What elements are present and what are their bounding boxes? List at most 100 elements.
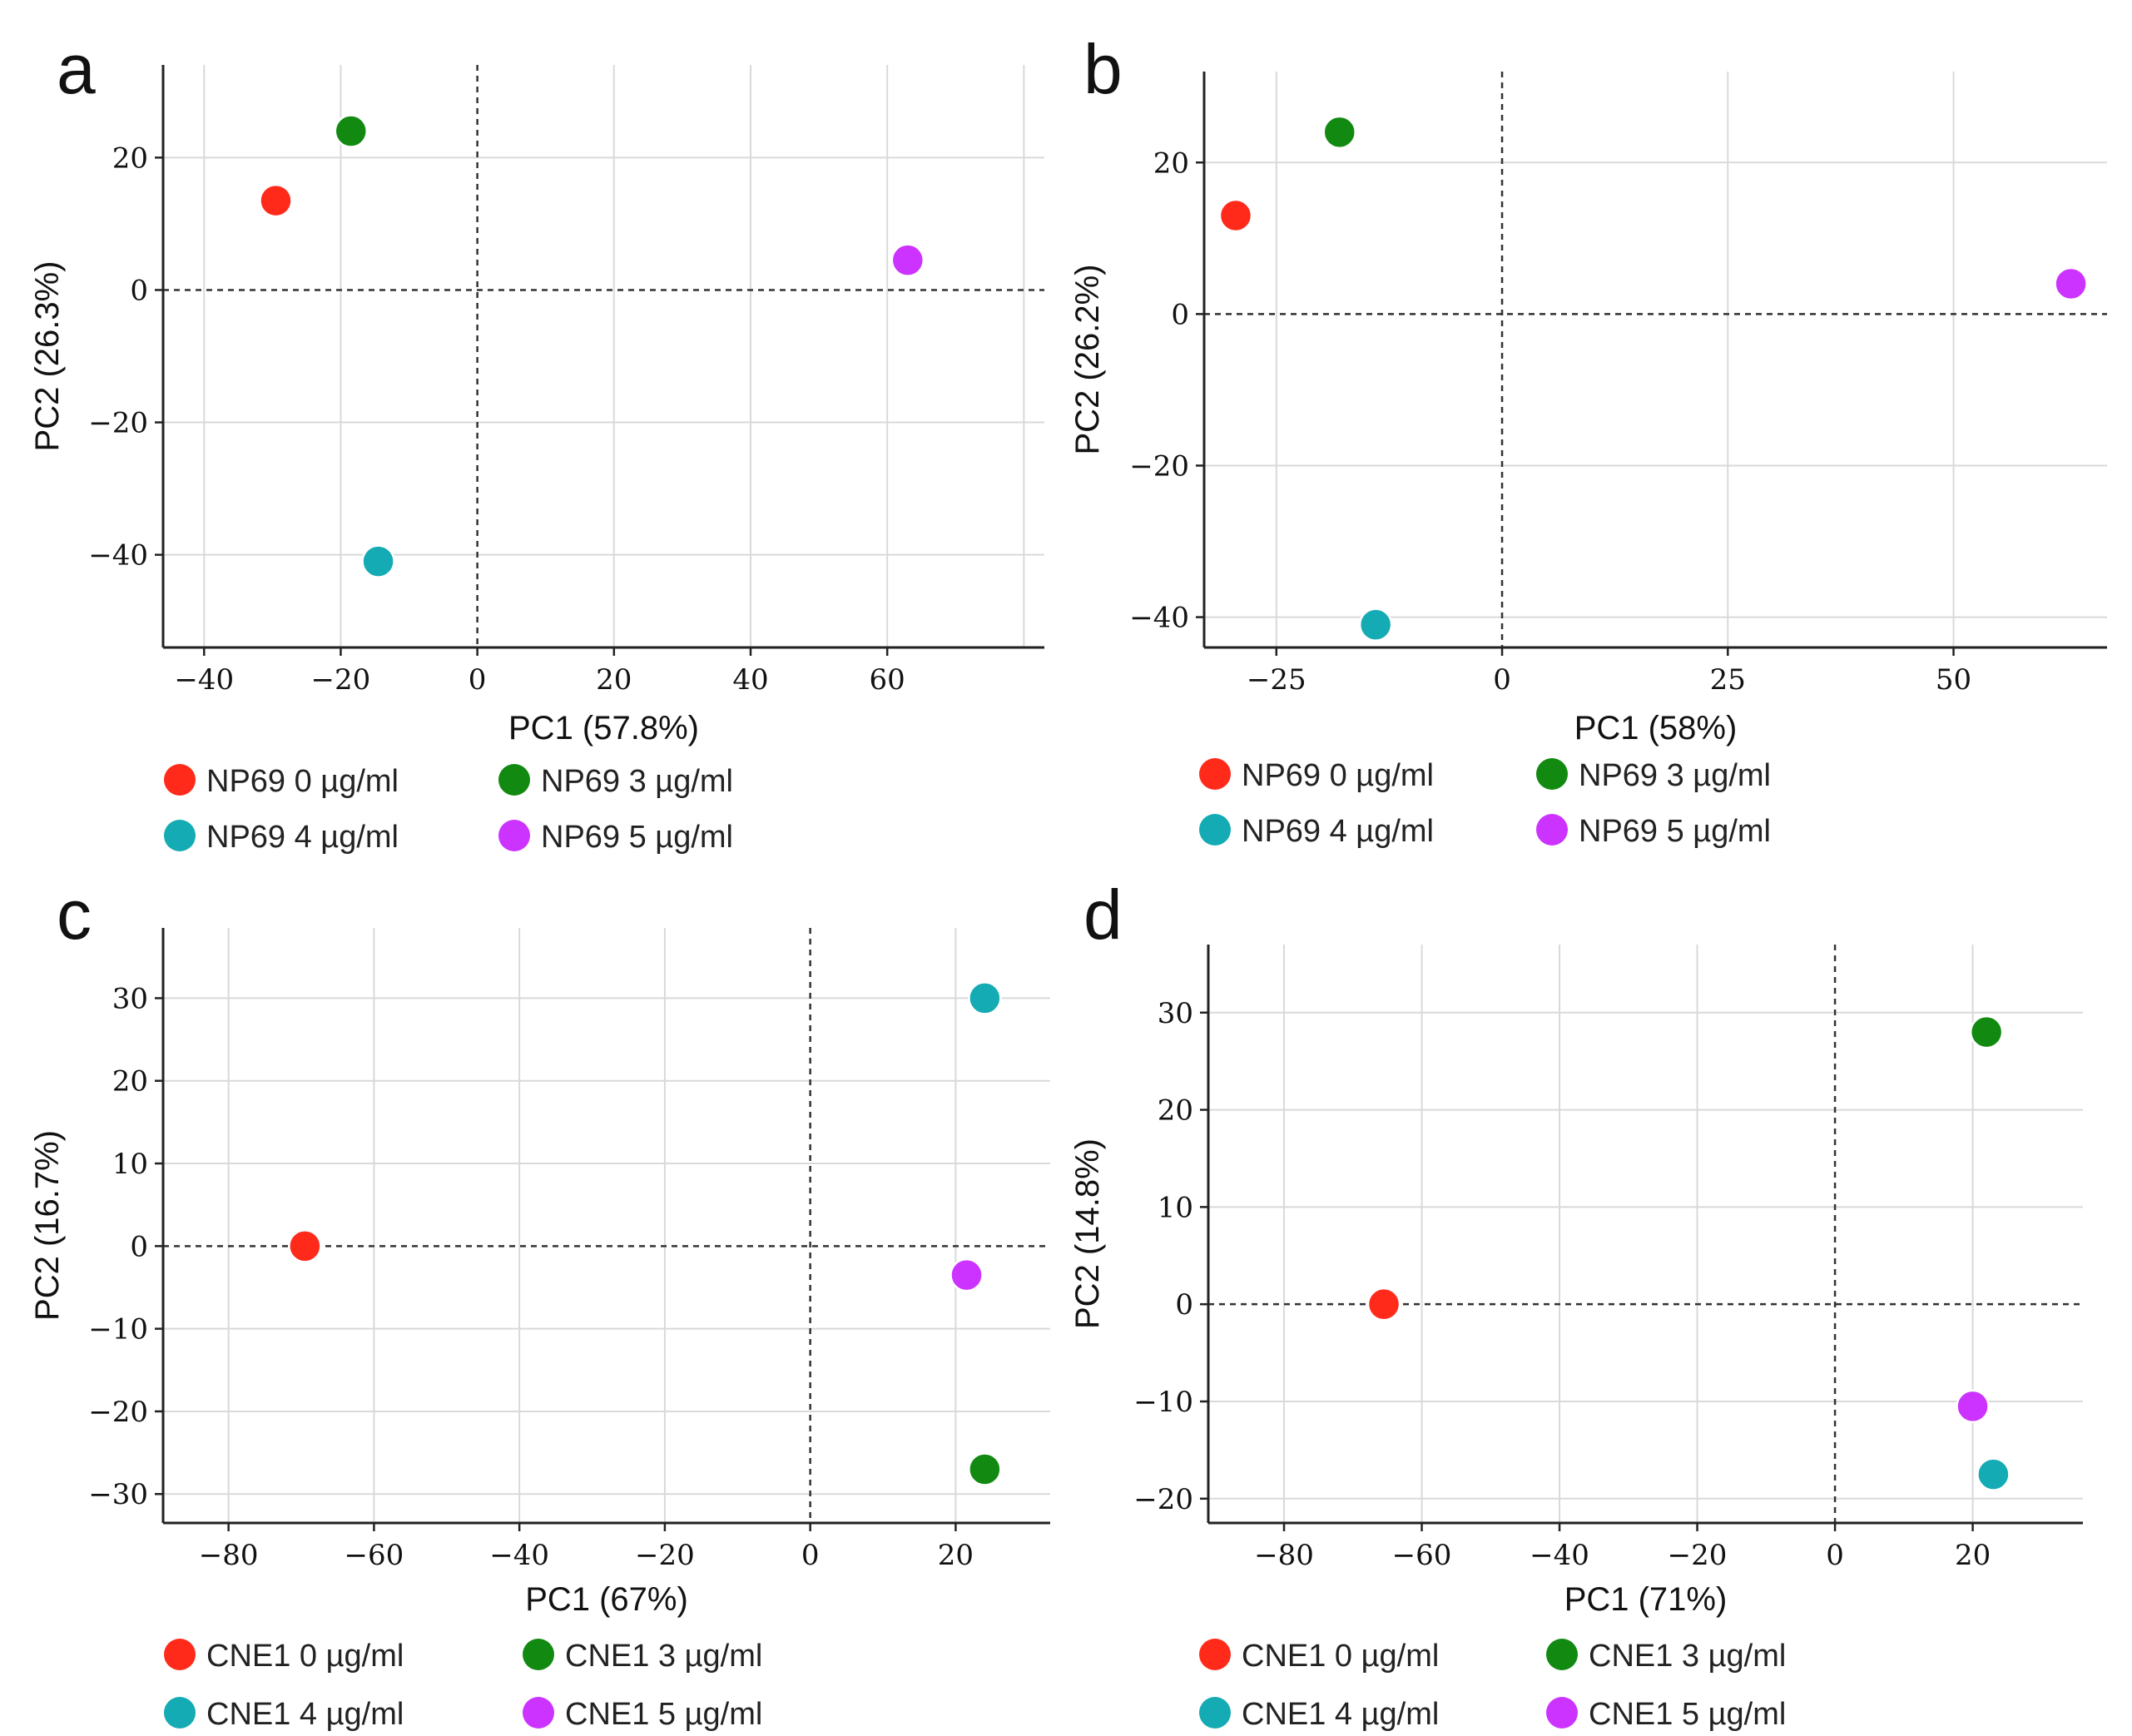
y-tick-label: 10 bbox=[112, 1148, 148, 1181]
legend-marker bbox=[1536, 758, 1568, 790]
x-axis-label: PC1 (57.8%) bbox=[508, 710, 699, 746]
legend-marker bbox=[1546, 1697, 1578, 1729]
x-tick-label: −40 bbox=[1530, 1539, 1589, 1572]
y-axis-label: PC2 (16.7%) bbox=[29, 1130, 66, 1321]
legend-marker bbox=[498, 820, 530, 851]
x-tick-label: 0 bbox=[1826, 1539, 1844, 1572]
data-point bbox=[1218, 198, 1253, 233]
legend-label: NP69 4 µg/ml bbox=[206, 820, 399, 855]
x-tick-label: 0 bbox=[801, 1539, 820, 1572]
legend-label: NP69 5 µg/ml bbox=[541, 820, 733, 855]
chart-panel-a: a −40 −20 0 20 40 60 −40 −20 0 20 PC1 (57.8%) PC2 (2… bbox=[29, 30, 1044, 855]
x-tick-label: −60 bbox=[345, 1539, 404, 1572]
x-tick-label: −60 bbox=[1392, 1539, 1452, 1572]
y-tick-label: −40 bbox=[88, 539, 148, 573]
y-tick-label: −10 bbox=[88, 1313, 148, 1347]
legend-marker bbox=[164, 1697, 196, 1729]
data-point bbox=[1969, 1014, 2004, 1049]
data-point bbox=[334, 114, 369, 148]
x-tick-label: 20 bbox=[596, 663, 632, 697]
legend-label: CNE1 5 µg/ml bbox=[1589, 1697, 1786, 1732]
y-tick-label: −20 bbox=[88, 1396, 148, 1429]
legend-label: CNE1 0 µg/ml bbox=[206, 1639, 404, 1674]
y-axis-label: PC2 (26.3%) bbox=[29, 261, 66, 452]
data-point bbox=[1956, 1389, 1990, 1424]
y-tick-label: −30 bbox=[88, 1478, 148, 1511]
data-point bbox=[949, 1257, 984, 1292]
legend-label: CNE1 4 µg/ml bbox=[1242, 1697, 1439, 1732]
x-tick-label: −20 bbox=[311, 663, 371, 697]
legend-label: CNE1 5 µg/ml bbox=[565, 1697, 762, 1732]
x-tick-label: −20 bbox=[635, 1539, 695, 1572]
data-point bbox=[968, 1452, 1002, 1486]
data-point bbox=[1366, 1287, 1401, 1322]
legend-label: NP69 0 µg/ml bbox=[206, 764, 399, 799]
y-tick-label: 0 bbox=[130, 1230, 148, 1263]
legend-marker bbox=[164, 820, 196, 851]
data-point bbox=[259, 183, 293, 218]
x-tick-label: −25 bbox=[1247, 663, 1306, 697]
y-tick-label: −40 bbox=[1129, 602, 1189, 635]
x-tick-label: −80 bbox=[1254, 1539, 1314, 1572]
panel-letter: b bbox=[1083, 30, 1123, 108]
legend-marker bbox=[1546, 1639, 1578, 1670]
x-axis-label: PC1 (58%) bbox=[1574, 710, 1738, 746]
chart-panel-d: d −80 −60 −40 −20 0 20 −20 −10 0 10 20 30 PC1 (71%) PC… bbox=[1069, 875, 2083, 1732]
legend-label: CNE1 3 µg/ml bbox=[565, 1639, 762, 1674]
x-tick-label: 60 bbox=[870, 663, 905, 697]
y-tick-label: −20 bbox=[88, 407, 148, 440]
legend-label: NP69 3 µg/ml bbox=[1579, 758, 1771, 793]
x-tick-label: −40 bbox=[174, 663, 234, 697]
y-tick-label: −10 bbox=[1133, 1386, 1193, 1419]
legend-marker bbox=[164, 764, 196, 796]
data-point bbox=[1358, 608, 1393, 642]
x-axis-label: PC1 (71%) bbox=[1564, 1581, 1728, 1618]
data-point bbox=[361, 544, 395, 578]
y-tick-label: 30 bbox=[1158, 997, 1193, 1030]
x-tick-label: −20 bbox=[1668, 1539, 1728, 1572]
panel-letter: c bbox=[57, 875, 92, 954]
y-axis-label: PC2 (26.2%) bbox=[1069, 265, 1106, 455]
x-tick-label: 0 bbox=[469, 663, 487, 697]
y-tick-label: 20 bbox=[112, 1065, 148, 1099]
x-axis-label: PC1 (67%) bbox=[525, 1581, 688, 1618]
legend-label: CNE1 4 µg/ml bbox=[206, 1697, 404, 1732]
panel-letter: d bbox=[1083, 875, 1123, 954]
y-tick-label: 0 bbox=[130, 274, 148, 307]
x-tick-label: 20 bbox=[1955, 1539, 1991, 1572]
data-point bbox=[1322, 115, 1356, 150]
x-tick-label: 40 bbox=[732, 663, 768, 697]
legend-marker bbox=[523, 1697, 554, 1729]
y-tick-label: 20 bbox=[1153, 146, 1189, 180]
y-tick-label: 20 bbox=[112, 141, 148, 175]
data-point bbox=[890, 243, 925, 277]
y-tick-label: −20 bbox=[1129, 449, 1189, 483]
legend-marker bbox=[164, 1639, 196, 1670]
data-point bbox=[968, 981, 1002, 1015]
legend-marker bbox=[523, 1639, 554, 1670]
x-tick-label: 25 bbox=[1710, 663, 1746, 697]
chart-panel-c: c −80 −60 −40 −20 0 20 −30 −20 −10 0 10 20 30 PC1 (67%… bbox=[29, 875, 1050, 1732]
y-tick-label: 20 bbox=[1158, 1094, 1193, 1128]
y-axis-label: PC2 (14.8%) bbox=[1069, 1138, 1106, 1329]
panel-letter: a bbox=[57, 30, 96, 108]
chart-panel-b: b −25 0 25 50 −40 −20 0 20 PC1 (58%) PC2 (26.2%) NP… bbox=[1069, 30, 2107, 849]
x-tick-label: 50 bbox=[1936, 663, 1971, 697]
legend-marker bbox=[1536, 814, 1568, 846]
data-point bbox=[2054, 266, 2088, 301]
x-tick-label: 20 bbox=[938, 1539, 974, 1572]
y-tick-label: 0 bbox=[1175, 1288, 1193, 1322]
legend-marker bbox=[1199, 1639, 1231, 1670]
y-tick-label: −20 bbox=[1133, 1483, 1193, 1516]
x-tick-label: 0 bbox=[1493, 663, 1511, 697]
y-tick-label: 0 bbox=[1171, 298, 1189, 331]
legend-label: NP69 0 µg/ml bbox=[1242, 758, 1434, 793]
legend-label: CNE1 0 µg/ml bbox=[1242, 1639, 1439, 1674]
legend-label: NP69 4 µg/ml bbox=[1242, 814, 1434, 849]
y-tick-label: 10 bbox=[1158, 1191, 1193, 1224]
legend-marker bbox=[498, 764, 530, 796]
x-tick-label: −80 bbox=[199, 1539, 259, 1572]
legend-marker bbox=[1199, 1697, 1231, 1729]
x-tick-label: −40 bbox=[489, 1539, 549, 1572]
